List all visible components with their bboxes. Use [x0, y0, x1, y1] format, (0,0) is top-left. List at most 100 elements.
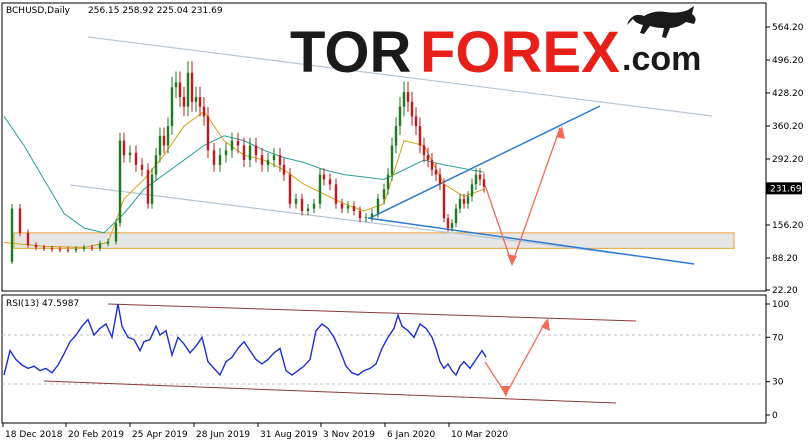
- price-tick-label: 22.20: [772, 286, 798, 296]
- price-series: [3, 61, 486, 264]
- candle-body: [170, 87, 174, 127]
- candle-body: [358, 211, 362, 219]
- candle-body: [322, 174, 326, 180]
- candle-body: [158, 135, 162, 156]
- rsi-line: [3, 303, 487, 377]
- candle-body: [352, 206, 356, 212]
- candle-body: [90, 247, 94, 249]
- price-arrow-up-head: [556, 126, 565, 139]
- candle-body: [442, 184, 446, 219]
- candle-body: [150, 174, 154, 204]
- candle-body: [370, 213, 374, 218]
- rsi-upper-channel: [107, 303, 637, 322]
- candle-body: [230, 140, 234, 151]
- bull-icon: [627, 6, 696, 38]
- channel-upper-line: [87, 36, 713, 117]
- candle-body: [470, 184, 474, 197]
- candle-body: [376, 198, 380, 214]
- price-tick-label: 156.20: [772, 221, 804, 231]
- candle-body: [10, 208, 14, 262]
- candle-body: [198, 96, 202, 107]
- candle-body: [174, 82, 178, 88]
- price-tick-label: 428.20: [772, 89, 804, 99]
- candle-body: [122, 140, 126, 156]
- candle-body: [482, 179, 486, 187]
- candle-body: [186, 72, 190, 107]
- falling-support-line: [367, 217, 695, 265]
- price-tick-label: 564.20: [772, 23, 804, 33]
- candle-body: [254, 145, 258, 156]
- rsi-lower-channel: [43, 380, 617, 404]
- candle-body: [346, 206, 350, 209]
- channel-lower-line: [69, 184, 621, 255]
- candle-body: [34, 244, 38, 248]
- candle-body: [364, 217, 368, 219]
- candle-body: [182, 96, 186, 107]
- candle-body: [212, 150, 216, 165]
- candle-body: [42, 247, 46, 249]
- logo-tor-text: TOR: [290, 20, 411, 85]
- time-tick-label: 10 Mar 2020: [451, 430, 508, 440]
- time-axis: 18 Dec 2018 20 Feb 2019 25 Apr 2019 28 Jun …: [2, 423, 508, 440]
- rsi-tick-label: 100: [772, 300, 789, 310]
- candle-body: [414, 116, 418, 127]
- candle-body: [18, 208, 22, 233]
- price-tick-label: 292.20: [772, 155, 804, 165]
- bull-silhouette: [627, 6, 696, 38]
- ohlc-values: 256.15 258.92 225.04 231.69: [88, 6, 223, 16]
- candle-body: [282, 164, 286, 175]
- time-tick-label: 6 Jan 2020: [387, 430, 435, 440]
- candle-body: [260, 155, 264, 165]
- candle-body: [82, 247, 86, 249]
- candle-body: [190, 72, 194, 102]
- price-tick-label: 360.20: [772, 122, 804, 132]
- rsi-series: [3, 303, 487, 377]
- rsi-tick-label: 70: [772, 333, 784, 343]
- candle-body: [318, 174, 322, 204]
- candle-body: [340, 203, 344, 209]
- candle-body: [402, 92, 406, 107]
- candle-body: [294, 198, 298, 204]
- candle-body: [458, 198, 462, 209]
- candle-body: [466, 196, 470, 204]
- candle-body: [438, 174, 442, 185]
- candle-body: [224, 150, 228, 156]
- candle-body: [462, 198, 466, 204]
- candle-body: [426, 155, 430, 161]
- rsi-title: RSI(13) 47.5987: [6, 299, 79, 309]
- candle-body: [272, 155, 276, 161]
- candle-body: [406, 92, 410, 102]
- candle-body: [382, 189, 386, 199]
- candle-body: [146, 169, 150, 204]
- last-price-box: [766, 182, 802, 195]
- support-zone-band: [13, 232, 735, 249]
- time-tick-label: 18 Dec 2018: [5, 430, 63, 440]
- candle-body: [106, 241, 110, 244]
- candle-body: [312, 203, 316, 209]
- chart-title: BCHUSD,Daily: [6, 6, 71, 16]
- candle-body: [474, 174, 478, 185]
- rsi-axis: 100 70 30 0: [766, 300, 789, 421]
- candle-body: [288, 174, 292, 204]
- candle-body: [194, 96, 198, 102]
- time-tick-label: 28 Jun 2019: [196, 430, 250, 440]
- candle-body: [140, 164, 144, 170]
- candle-body: [450, 223, 454, 228]
- time-tick-label: 3 Nov 2019: [323, 430, 375, 440]
- rsi-arrow-down-head: [500, 386, 510, 397]
- candle-body: [334, 184, 338, 204]
- time-tick-label: 31 Aug 2019: [260, 430, 318, 440]
- trend-lines: [69, 36, 713, 265]
- candle-body: [178, 82, 182, 97]
- candle-body: [422, 145, 426, 156]
- projection-arrows: [484, 126, 565, 397]
- candle-body: [26, 232, 30, 245]
- candle-body: [236, 140, 240, 146]
- candle-body: [218, 155, 222, 165]
- candle-body: [58, 249, 62, 251]
- candle-body: [398, 106, 402, 127]
- torforex-logo: TOR FOREX .com: [290, 6, 701, 85]
- rsi-tick-label: 0: [772, 411, 778, 421]
- candle-body: [446, 218, 450, 228]
